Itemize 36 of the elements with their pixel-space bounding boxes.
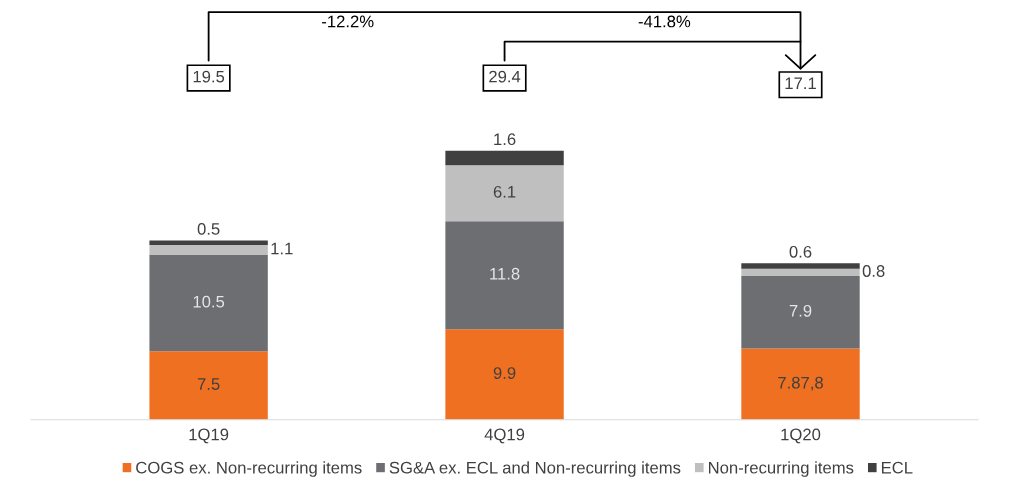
legend-label: SG&A ex. ECL and Non-recurring items xyxy=(389,461,681,477)
x-tick-label: 1Q20 xyxy=(781,428,821,444)
data-label: 6.1 xyxy=(493,185,516,198)
data-label: 11.8 xyxy=(490,267,520,280)
x-tick-label: 4Q19 xyxy=(484,428,525,444)
data-label: 10.5 xyxy=(193,295,225,308)
bar xyxy=(445,150,564,166)
text: -12.2% xyxy=(322,15,374,28)
bar xyxy=(149,351,268,420)
x-tick-label: 1Q19 xyxy=(189,428,229,444)
data-label: 7.9 xyxy=(789,304,812,317)
data-label: 1.6 xyxy=(494,133,516,146)
text: 19.5 xyxy=(193,70,225,83)
bar xyxy=(445,329,564,420)
bar xyxy=(445,165,564,222)
legend-label: COGS ex. Non-recurring items xyxy=(136,461,362,477)
legend-label: Non-recurring items xyxy=(708,461,854,477)
data-label: 0.5 xyxy=(197,223,220,235)
data-label: 1.1 xyxy=(271,242,293,255)
data-label: 9.9 xyxy=(493,367,516,379)
data-label: 0.8 xyxy=(862,265,885,277)
bar xyxy=(741,268,860,277)
bar xyxy=(149,255,268,352)
legend-label: ECL xyxy=(881,461,913,474)
bar xyxy=(741,348,860,420)
bar xyxy=(741,263,860,269)
text: 17.1 xyxy=(785,77,816,90)
bar xyxy=(149,244,268,256)
bar xyxy=(741,276,860,349)
text: 29.4 xyxy=(489,70,521,83)
bar xyxy=(149,240,268,245)
data-label: 0.6 xyxy=(789,245,812,258)
bar xyxy=(445,221,564,330)
data-label: 7.87,8 xyxy=(778,376,823,391)
data-label: 7.5 xyxy=(197,378,220,390)
text: -41.8% xyxy=(638,15,691,28)
